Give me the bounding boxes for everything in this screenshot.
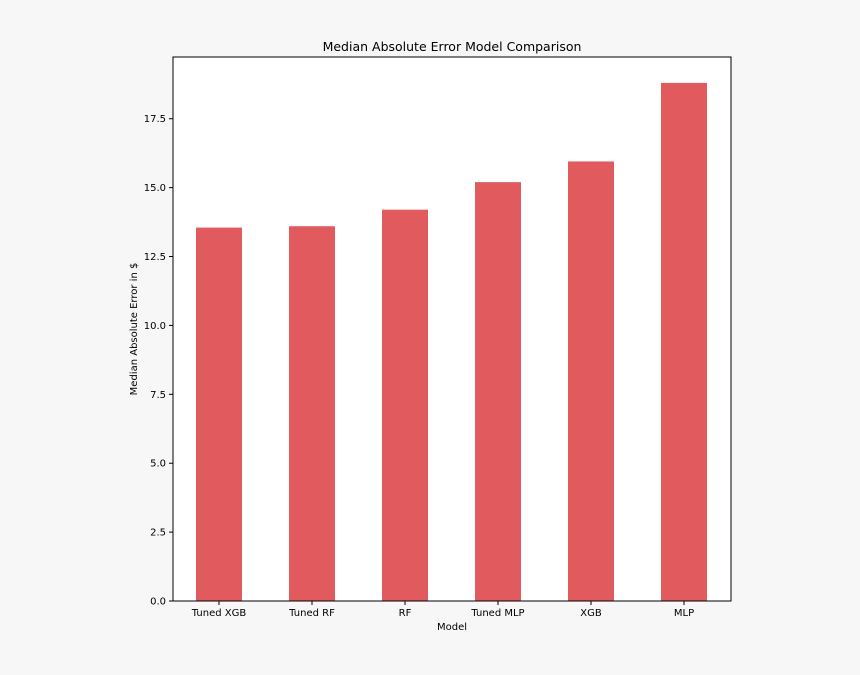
x-tick-label: Tuned XGB — [191, 608, 247, 619]
bar — [382, 209, 428, 602]
y-tick-label: 10.0 — [144, 321, 166, 332]
y-tick-label: 5.0 — [150, 459, 166, 470]
y-tick-label: 17.5 — [144, 114, 166, 125]
x-tick-label: Tuned RF — [288, 608, 335, 619]
x-tick-label: RF — [399, 608, 412, 619]
axes-layer: Tuned XGB Tuned RF RF Tuned MLP XGB MLP 0.0 2.5… — [144, 114, 694, 619]
bar — [475, 182, 521, 601]
y-tick-label: 2.5 — [150, 528, 166, 539]
x-tick-label: XGB — [580, 608, 602, 619]
y-tick-label: 7.5 — [150, 390, 166, 401]
bar — [289, 226, 335, 601]
bars-layer — [196, 82, 707, 602]
x-tick-label: Tuned MLP — [470, 608, 524, 619]
plot-frame — [172, 56, 732, 602]
y-axis-label: Median Absolute Error in $ — [129, 263, 140, 396]
bar — [196, 227, 242, 601]
y-tick-label: 15.0 — [144, 183, 166, 194]
chart-title: Median Absolute Error Model Comparison — [323, 39, 582, 54]
bar — [661, 82, 707, 601]
x-tick-label: MLP — [674, 608, 694, 619]
bar — [568, 161, 614, 601]
y-tick-label: 0.0 — [150, 597, 166, 608]
y-tick-label: 12.5 — [144, 252, 166, 263]
x-axis-label: Model — [437, 622, 467, 633]
plot-area — [173, 57, 731, 601]
